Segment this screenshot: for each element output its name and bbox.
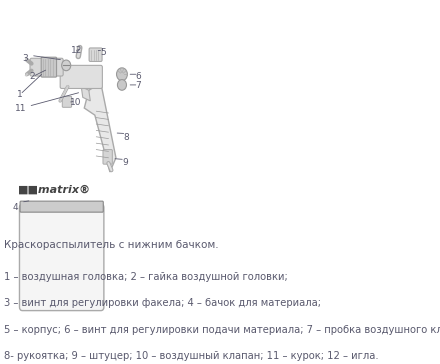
Circle shape — [62, 60, 71, 71]
Text: 4: 4 — [12, 203, 18, 212]
FancyBboxPatch shape — [60, 66, 103, 88]
Polygon shape — [81, 87, 90, 101]
Text: 10: 10 — [70, 98, 81, 107]
Text: Краскораспылитель с нижним бачком.: Краскораспылитель с нижним бачком. — [4, 240, 219, 250]
Circle shape — [117, 80, 126, 90]
Text: ■■matrix®: ■■matrix® — [18, 185, 91, 195]
FancyBboxPatch shape — [30, 58, 63, 76]
Text: 5: 5 — [100, 48, 106, 58]
FancyBboxPatch shape — [20, 201, 103, 212]
Polygon shape — [84, 83, 116, 172]
Text: 2: 2 — [29, 72, 35, 81]
Text: 6: 6 — [136, 72, 141, 80]
FancyBboxPatch shape — [89, 48, 102, 62]
FancyBboxPatch shape — [103, 150, 112, 164]
Text: 8- рукоятка; 9 – штуцер; 10 – воздушный клапан; 11 – курок; 12 – игла.: 8- рукоятка; 9 – штуцер; 10 – воздушный … — [4, 352, 379, 361]
Text: 3 – винт для регулировки факела; 4 – бачок для материала;: 3 – винт для регулировки факела; 4 – бач… — [4, 298, 321, 308]
Text: 3: 3 — [22, 55, 28, 63]
Text: 9: 9 — [122, 158, 128, 167]
FancyBboxPatch shape — [19, 204, 104, 310]
Text: 1 – воздушная головка; 2 – гайка воздушной головки;: 1 – воздушная головка; 2 – гайка воздушн… — [4, 272, 288, 281]
FancyBboxPatch shape — [41, 57, 57, 77]
Circle shape — [117, 68, 128, 81]
Text: 11: 11 — [15, 103, 27, 112]
Text: 7: 7 — [136, 82, 141, 91]
Text: 8: 8 — [124, 132, 129, 142]
FancyBboxPatch shape — [62, 96, 72, 107]
Text: 1: 1 — [17, 90, 23, 99]
Text: 5 – корпус; 6 – винт для регулировки подачи материала; 7 – пробка воздушного кла: 5 – корпус; 6 – винт для регулировки под… — [4, 325, 440, 335]
Text: 12: 12 — [71, 46, 82, 55]
